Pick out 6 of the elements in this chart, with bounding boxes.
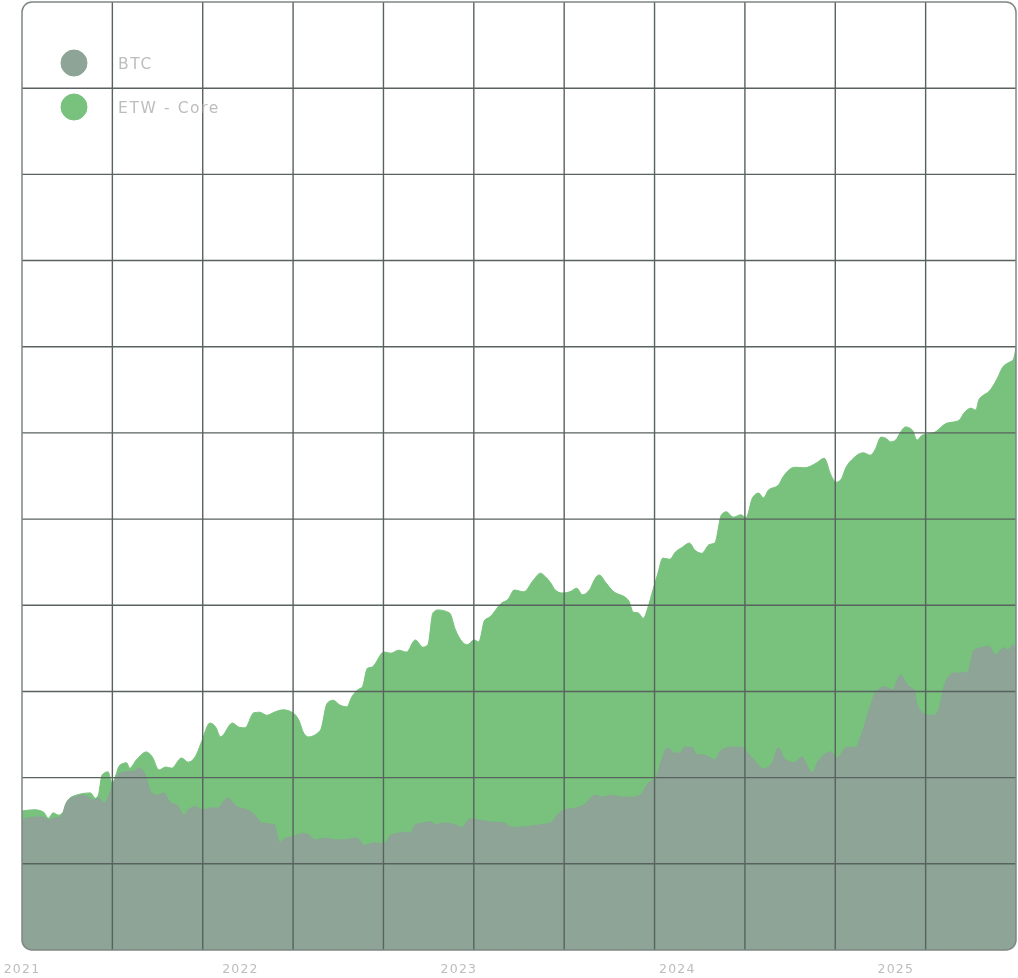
x-tick-label: 2023 xyxy=(440,961,478,976)
x-tick-label: 2021 xyxy=(3,961,41,976)
x-tick-label: 2024 xyxy=(659,961,696,976)
x-tick-label: 2022 xyxy=(222,961,259,976)
x-tick-label: 2025 xyxy=(877,961,915,976)
legend-label: BTC xyxy=(118,54,153,73)
